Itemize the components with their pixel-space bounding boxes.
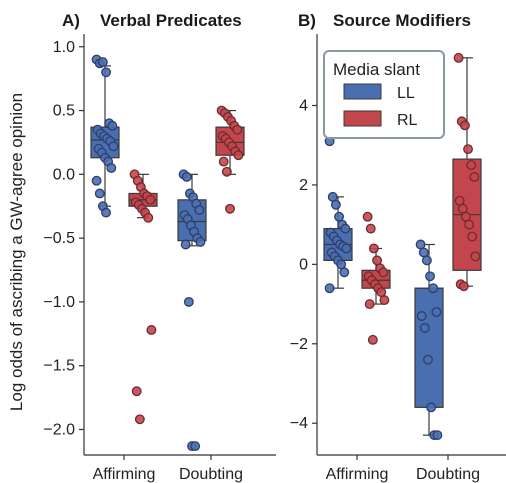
y-tick-label-b: 4: [299, 97, 308, 114]
data-point-rl-affirming-a: [134, 414, 145, 425]
y-axis-label: Log odds of ascribing a GW-agree opinion: [7, 93, 26, 411]
y-tick-label-a: 0.0: [53, 166, 75, 183]
data-point-ll-doubting-b: [421, 255, 432, 266]
data-point-rl-doubting-b: [469, 172, 480, 182]
data-point-ll-affirming-a: [108, 141, 119, 152]
data-point-ll-affirming-b: [330, 199, 341, 210]
y-tick-label-a: −1.5: [43, 358, 75, 375]
data-point-ll-doubting-b: [426, 402, 437, 413]
data-point-rl-doubting-b: [464, 219, 475, 230]
data-point-ll-doubting-a: [181, 171, 192, 182]
data-point-ll-affirming-a: [101, 67, 112, 78]
y-tick-label-a: 1.0: [53, 39, 75, 56]
data-point-rl-affirming-a: [145, 194, 156, 205]
legend-label-rl: RL: [397, 112, 418, 129]
data-point-rl-affirming-a: [146, 325, 157, 335]
panel-a-title: Verbal Predicates: [100, 11, 242, 30]
data-point-rl-doubting-b: [467, 231, 478, 242]
panel-b-label: B): [298, 11, 316, 30]
data-point-rl-affirming-b: [365, 223, 376, 234]
data-point-ll-affirming-a: [106, 163, 117, 173]
data-point-ll-doubting-a: [195, 236, 206, 247]
data-point-ll-doubting-b: [425, 271, 436, 282]
data-point-rl-doubting-b: [470, 251, 481, 262]
data-point-ll-doubting-b: [432, 430, 443, 441]
y-tick-label-b: −4: [290, 415, 308, 432]
data-point-rl-affirming-b: [379, 295, 390, 306]
y-tick-label-a: −0.5: [43, 230, 75, 247]
data-point-ll-affirming-b: [324, 283, 335, 294]
data-point-ll-doubting-a: [194, 205, 205, 216]
data-point-ll-affirming-b: [341, 243, 352, 254]
data-point-rl-doubting-a: [225, 203, 235, 214]
legend-swatch-ll: [343, 83, 382, 100]
panel-b-plot: 4 2 0 −2 −4 Affirming Doubting: [290, 34, 506, 483]
data-point-ll-doubting-b: [428, 283, 439, 294]
data-point-rl-doubting-a: [233, 150, 244, 161]
panel-b: B) Source Modifiers 4 2 0 −2 −4 Affirming Doub…: [290, 11, 506, 483]
data-point-rl-doubting-a: [221, 166, 232, 177]
data-point-rl-doubting-b: [453, 52, 464, 63]
data-point-ll-affirming-b: [339, 267, 350, 278]
data-point-rl-doubting-a: [218, 156, 229, 167]
y-tick-label-b: 2: [299, 177, 308, 194]
legend-swatch-rl: [343, 110, 382, 127]
box-ll-doubting-b: [414, 287, 444, 408]
data-point-ll-affirming-a: [91, 175, 102, 186]
panel-a-plot: 1.0 0.5 0.0 −0.5 −1.0 −1.5 −2.0 Affirming Doubti…: [43, 34, 276, 483]
data-point-rl-affirming-b: [367, 334, 378, 345]
legend-title: Media slant: [333, 60, 420, 79]
data-point-ll-doubting-b: [416, 311, 427, 321]
data-point-rl-affirming-b: [364, 299, 375, 310]
legend: Media slant LL RL: [323, 50, 445, 139]
y-tick-label-a: −2.0: [43, 421, 75, 438]
x-tick-label-a: Affirming: [93, 466, 156, 483]
data-point-ll-doubting-b: [431, 307, 442, 317]
x-tick-label-a: Doubting: [179, 466, 243, 483]
data-point-rl-doubting-b: [459, 120, 470, 131]
data-point-ll-affirming-a: [97, 57, 108, 68]
data-point-rl-affirming-a: [131, 386, 142, 397]
data-point-ll-affirming-a: [101, 207, 112, 218]
data-point-rl-affirming-b: [378, 267, 389, 278]
data-point-ll-doubting-a: [190, 441, 201, 452]
data-point-ll-doubting-b: [423, 354, 433, 365]
panel-a-label: A): [62, 11, 80, 30]
data-point-ll-affirming-b: [340, 223, 351, 234]
y-tick-label-a: −1.0: [43, 294, 75, 311]
data-point-rl-affirming-b: [362, 211, 373, 222]
x-tick-label-b: Affirming: [326, 466, 389, 483]
y-tick-label-a: 0.5: [53, 103, 75, 120]
data-point-ll-doubting-b: [419, 322, 430, 333]
panel-b-title: Source Modifiers: [333, 11, 471, 30]
data-point-rl-doubting-a: [232, 124, 243, 135]
y-tick-label-b: 0: [299, 256, 308, 273]
data-point-rl-affirming-b: [368, 243, 379, 254]
data-point-ll-affirming-a: [94, 188, 105, 199]
data-point-rl-affirming-a: [143, 212, 154, 223]
data-point-rl-doubting-b: [458, 281, 469, 292]
data-point-ll-doubting-a: [183, 296, 194, 307]
data-point-ll-doubting-a: [180, 239, 191, 250]
panel-a: A) Verbal Predicates Log odds of ascribi…: [7, 11, 276, 483]
y-tick-label-b: −2: [290, 336, 308, 353]
x-tick-label-b: Doubting: [416, 466, 480, 483]
legend-label-ll: LL: [397, 85, 415, 102]
data-point-rl-doubting-b: [466, 160, 477, 171]
data-point-ll-affirming-a: [107, 120, 118, 131]
data-point-rl-doubting-b: [463, 144, 474, 155]
